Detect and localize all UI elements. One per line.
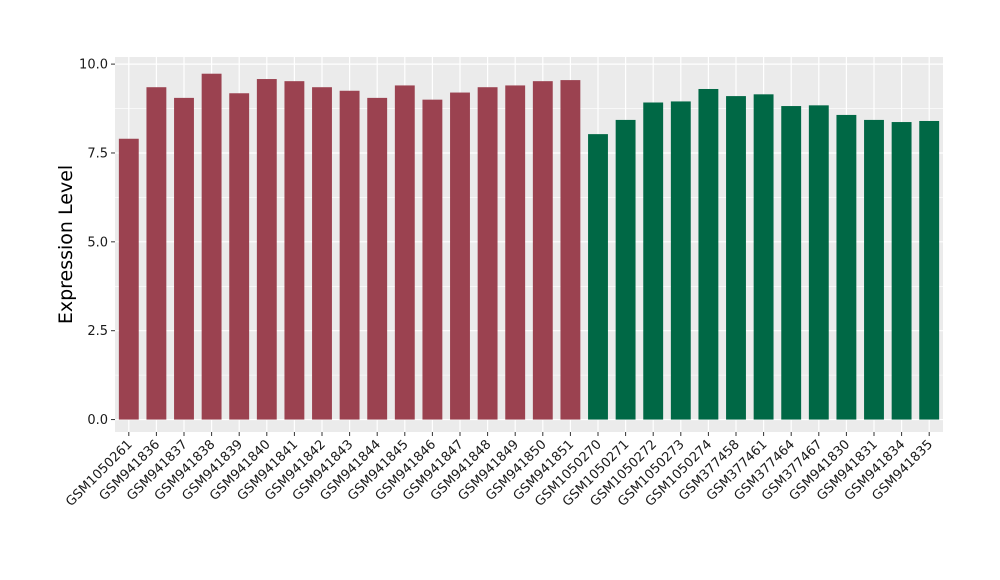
- bar-GSM941847: [450, 92, 470, 420]
- bar-GSM941831: [864, 119, 884, 420]
- bar-GSM941841: [284, 81, 305, 420]
- bar-GSM941840: [256, 79, 277, 420]
- bar-GSM941837: [174, 97, 194, 420]
- bar-GSM377464: [781, 106, 802, 420]
- bar-GSM1050274: [698, 88, 719, 420]
- bar-GSM941835: [919, 120, 940, 420]
- bar-GSM941846: [422, 99, 443, 420]
- bar-GSM1050270: [588, 134, 608, 420]
- bar-GSM377467: [808, 105, 829, 420]
- y-tick-label: 7.5: [87, 146, 108, 161]
- bar-GSM941836: [146, 87, 167, 420]
- bar-GSM941850: [532, 81, 553, 420]
- bar-GSM377458: [726, 96, 746, 420]
- bar-GSM941848: [477, 87, 498, 420]
- y-tick-label: 5.0: [87, 235, 108, 250]
- bar-GSM941849: [505, 85, 526, 420]
- bars: [118, 73, 940, 420]
- plot-panel: [115, 57, 943, 432]
- bar-GSM941839: [229, 93, 250, 420]
- bar-GSM941843: [339, 90, 360, 420]
- y-tick-label: 0.0: [87, 413, 108, 428]
- y-tick-label: 10.0: [79, 58, 108, 73]
- y-axis-title: Expression Level: [55, 165, 77, 324]
- bar-GSM941834: [891, 122, 912, 420]
- bar-GSM1050271: [615, 119, 636, 420]
- y-tick-label: 2.5: [87, 324, 108, 339]
- bar-GSM1050272: [643, 102, 664, 420]
- bar-GSM377461: [753, 94, 774, 420]
- bar-GSM941842: [312, 87, 332, 420]
- bar-GSM941830: [836, 114, 857, 420]
- bar-GSM1050261: [118, 138, 139, 420]
- bar-GSM941844: [367, 97, 388, 420]
- axes: 0.02.55.07.510.0GSM1050261GSM941836GSM94…: [63, 58, 936, 510]
- bar-GSM941845: [394, 85, 415, 420]
- bar-GSM941851: [560, 80, 581, 420]
- bar-GSM941838: [201, 73, 222, 420]
- bar-GSM1050273: [670, 101, 691, 420]
